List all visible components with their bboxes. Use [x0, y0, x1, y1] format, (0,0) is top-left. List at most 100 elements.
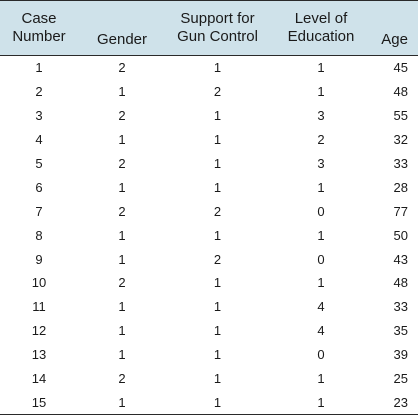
- cell-support-for-gun-control: 1: [213, 132, 222, 148]
- cell-case-number: 5: [35, 156, 43, 171]
- cell-age: 33: [393, 299, 408, 315]
- cell-case-number: 1: [35, 60, 43, 76]
- header-age: Age: [373, 0, 418, 56]
- table-row: 7 2 2 0 77: [0, 199, 418, 223]
- header-support-for-gun-control: Support for Gun Control: [166, 0, 269, 56]
- cell-case-number: 15: [0, 390, 78, 415]
- header-row: Case Number Gender Support for Gun Contr…: [0, 0, 418, 56]
- cell-level-of-education: 0: [317, 347, 325, 363]
- cell-support-for-gun-control: 2: [213, 203, 222, 219]
- header-line: Education: [287, 28, 355, 45]
- cell-age: 48: [393, 275, 408, 291]
- cell-level-of-education: 1: [269, 390, 373, 415]
- table-row: 10 2 1 1 48: [0, 271, 418, 295]
- table-row: 5 2 1 3 33: [0, 152, 418, 176]
- cell-level-of-education: 2: [317, 132, 325, 148]
- cell-support-for-gun-control: 1: [213, 299, 222, 315]
- table-row: 4 1 1 2 32: [0, 128, 418, 152]
- cell-age: 32: [393, 132, 408, 148]
- cell-support-for-gun-control: 1: [213, 227, 222, 243]
- table-row: 2 1 2 1 48: [0, 80, 418, 104]
- cell-gender: 2: [118, 108, 126, 124]
- cell-case-number: 2: [35, 84, 43, 100]
- header-line: Gun Control: [177, 28, 258, 45]
- table-row: 6 1 1 1 28: [0, 175, 418, 199]
- cell-age: 43: [393, 251, 408, 267]
- cell-age: 50: [393, 227, 408, 243]
- cell-age: 77: [393, 203, 408, 219]
- cell-gender: 1: [118, 251, 126, 267]
- cell-support-for-gun-control: 1: [213, 275, 222, 291]
- cell-support-for-gun-control: 1: [213, 323, 222, 339]
- cell-case-number: 4: [35, 132, 43, 148]
- cell-age: 48: [393, 84, 408, 100]
- table-body: 1 2 1 1 45 2 1 2 1 48 3 2 1 3 55 4 1 1 2 32 5 2 1 3 33 6 1 1 1 28 7 2 2 0…: [0, 56, 418, 415]
- cell-age: 28: [393, 179, 408, 195]
- cell-level-of-education: 3: [317, 108, 325, 124]
- cell-case-number: 8: [35, 227, 43, 243]
- cell-age: 25: [393, 371, 408, 387]
- cell-gender: 1: [118, 347, 126, 363]
- header-gender: Gender: [78, 0, 166, 56]
- cell-level-of-education: 1: [317, 227, 325, 243]
- cell-support-for-gun-control: 2: [213, 84, 222, 100]
- table-row: 3 2 1 3 55: [0, 104, 418, 128]
- cell-support-for-gun-control: 2: [213, 251, 222, 267]
- cell-level-of-education: 0: [317, 251, 325, 267]
- cell-level-of-education: 1: [317, 275, 325, 291]
- cell-case-number: 7: [35, 203, 43, 219]
- cell-level-of-education: 3: [317, 156, 325, 171]
- cell-gender: 2: [118, 275, 126, 291]
- header-line: Gender: [96, 31, 148, 48]
- header-line: Age: [381, 31, 408, 48]
- cell-level-of-education: 4: [317, 299, 325, 315]
- cell-gender: 1: [118, 84, 126, 100]
- cell-gender: 1: [118, 299, 126, 315]
- cell-case-number: 10: [31, 275, 47, 291]
- cell-level-of-education: 4: [317, 323, 325, 339]
- cell-case-number: 11: [32, 299, 46, 315]
- cell-support-for-gun-control: 1: [213, 60, 222, 76]
- header-line: Case: [21, 10, 57, 27]
- cell-gender: 2: [118, 156, 126, 171]
- table-row: 12 1 1 4 35: [0, 319, 418, 343]
- cell-gender: 1: [118, 132, 126, 148]
- header-case-number: Case Number: [0, 0, 78, 56]
- cell-support-for-gun-control: 1: [213, 179, 222, 195]
- cell-level-of-education: 1: [317, 60, 325, 76]
- table-row: 14 2 1 1 25: [0, 367, 418, 391]
- table-row: 1 2 1 1 45: [0, 56, 418, 80]
- header-level-of-education: Level of Education: [269, 0, 373, 56]
- cell-case-number: 13: [31, 347, 47, 363]
- cell-case-number: 3: [35, 108, 43, 124]
- table-row: 13 1 1 0 39: [0, 343, 418, 367]
- cell-case-number: 12: [31, 323, 47, 339]
- table-row: 8 1 1 1 50: [0, 223, 418, 247]
- cell-case-number: 14: [31, 371, 47, 387]
- header-line: Number: [12, 28, 66, 45]
- cell-age: 55: [393, 108, 408, 124]
- cell-gender: 2: [118, 60, 126, 76]
- cell-level-of-education: 1: [317, 179, 325, 195]
- cell-age: 33: [393, 156, 408, 171]
- cell-support-for-gun-control: 1: [213, 371, 222, 387]
- cell-support-for-gun-control: 1: [166, 390, 269, 415]
- table-row: 15 1 1 1 23: [0, 390, 418, 415]
- cell-case-number: 6: [35, 179, 43, 195]
- cell-level-of-education: 1: [317, 84, 325, 100]
- table-row: 11 1 1 4 33: [0, 295, 418, 319]
- cell-gender: 1: [78, 390, 166, 415]
- cell-support-for-gun-control: 1: [213, 347, 222, 363]
- cell-age: 39: [393, 347, 408, 363]
- header-line: Level of: [294, 10, 348, 27]
- cell-age: 35: [393, 323, 408, 339]
- cell-support-for-gun-control: 1: [213, 108, 222, 124]
- cell-level-of-education: 0: [317, 203, 325, 219]
- header-line: Support for: [180, 10, 255, 27]
- table-header: Case Number Gender Support for Gun Contr…: [0, 0, 418, 56]
- table-row: 9 1 2 0 43: [0, 247, 418, 271]
- cell-case-number: 9: [35, 251, 43, 267]
- cell-age: 23: [373, 390, 418, 415]
- cell-gender: 2: [118, 203, 126, 219]
